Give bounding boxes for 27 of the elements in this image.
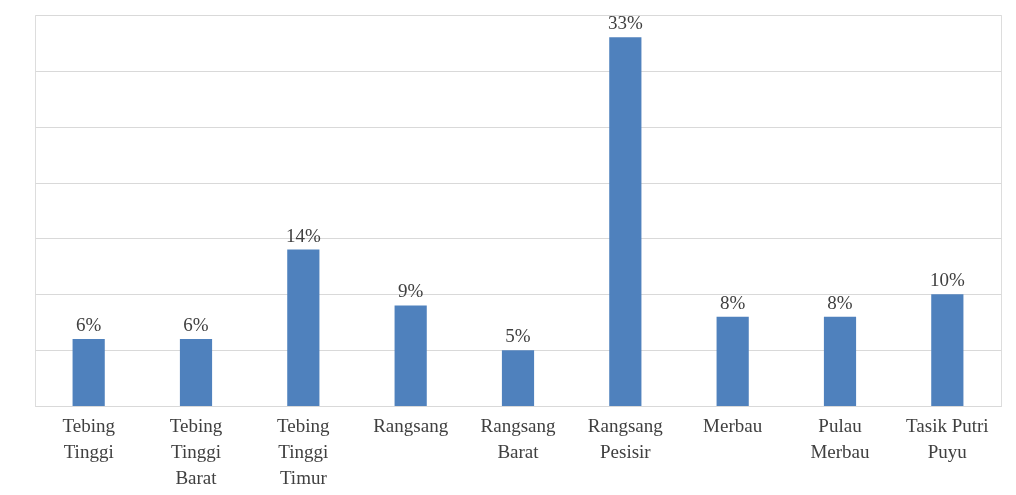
data-label: 8% [827,291,853,313]
bar [179,338,213,406]
data-label: 5% [505,325,531,347]
bar [394,305,427,406]
bar [823,316,857,406]
data-label: 14% [285,224,321,246]
x-tick-label: Rangsang Barat [480,414,556,462]
x-tick-label: Tasik Putri Puyu [906,414,989,462]
data-label: 33% [607,12,643,34]
x-tick-label: Tebing Tinggi Timur [277,414,331,488]
data-label: 8% [720,291,746,313]
bar [609,37,642,406]
x-tick-label: Tebing Tinggi Barat [169,414,223,488]
bar [501,350,535,406]
x-tick-label: Pulau Merbau [810,414,871,462]
data-label: 10% [929,269,965,291]
bar [72,338,105,406]
bar [716,316,749,406]
x-tick-label: Rangsang [373,414,449,436]
x-tick-label: Tebing Tinggi [62,414,116,462]
x-tick-label: Rangsang Pesisir [587,414,664,462]
data-label: 6% [76,313,102,335]
data-label: 6% [183,313,209,335]
bar [287,249,320,406]
x-tick-label: Merbau [703,414,763,436]
bar [931,294,964,406]
data-label: 9% [398,280,424,302]
